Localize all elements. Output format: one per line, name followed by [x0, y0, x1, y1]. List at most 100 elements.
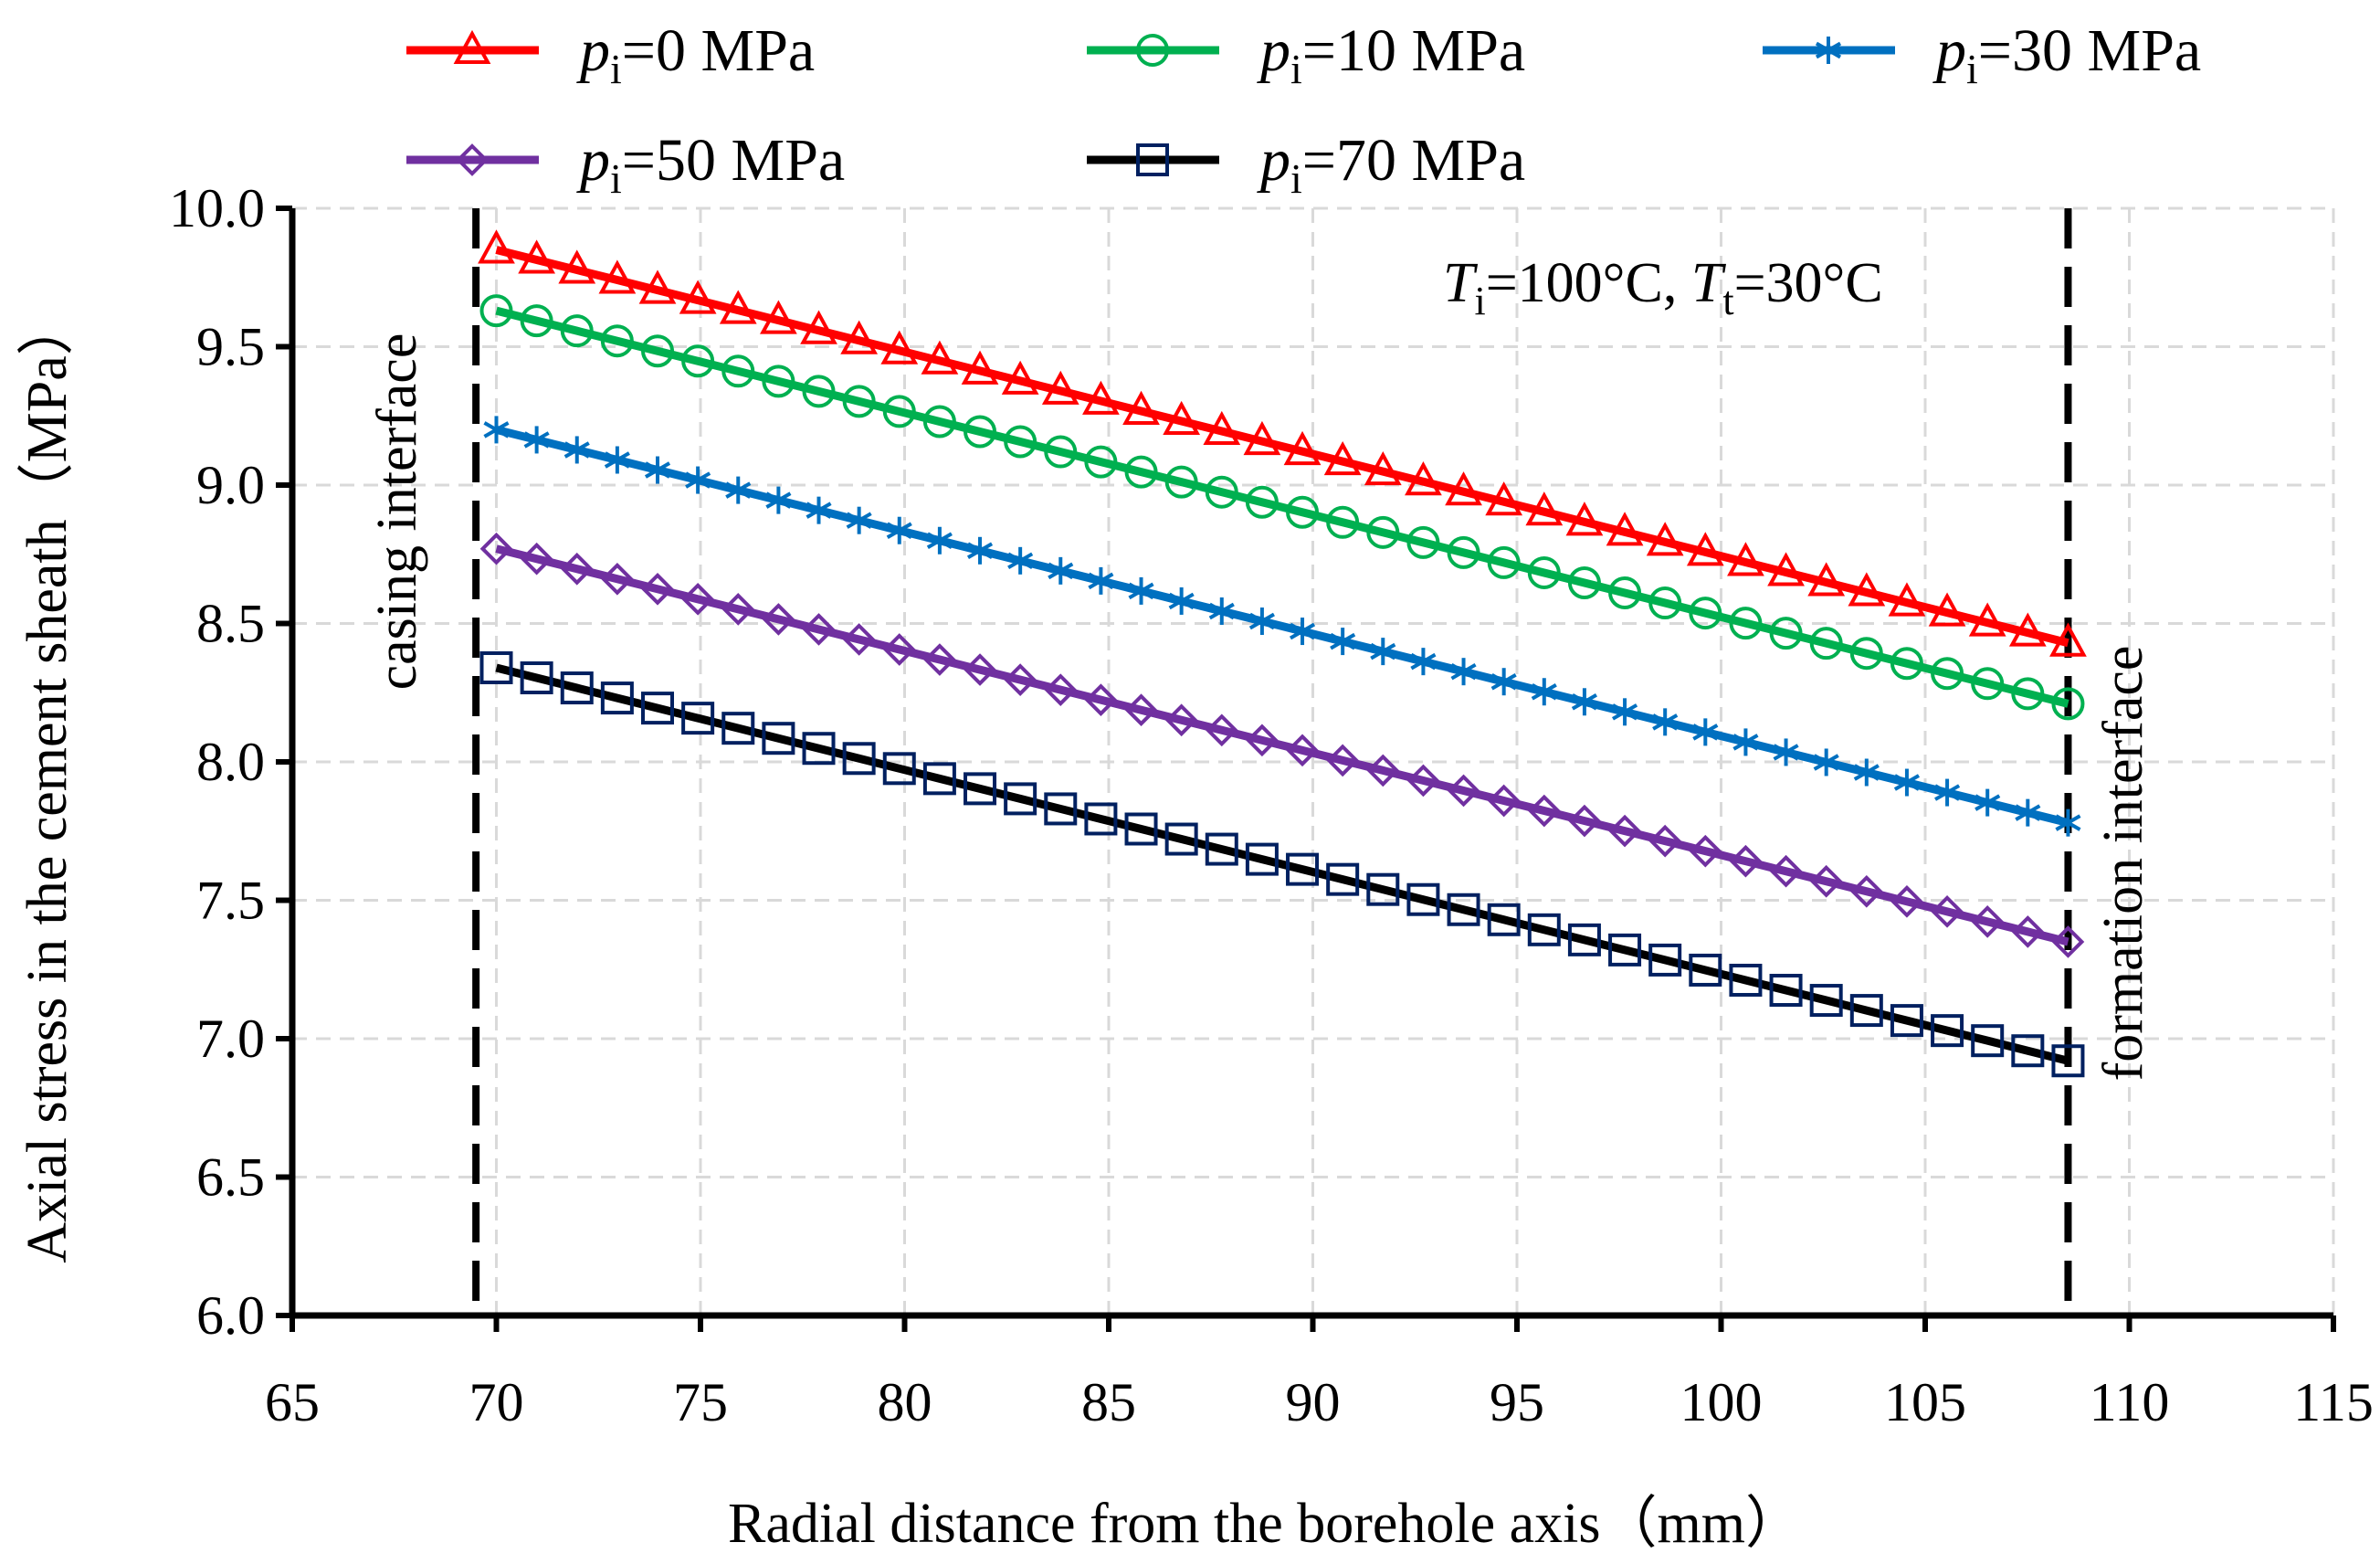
- data-series: [478, 229, 2087, 1078]
- marker-diamond: [1971, 905, 2005, 938]
- marker-square: [1527, 913, 1561, 946]
- marker-asterisk: [1168, 586, 1195, 615]
- marker-asterisk: [886, 516, 912, 544]
- marker-diamond: [1004, 663, 1037, 696]
- marker-circle: [2011, 677, 2045, 711]
- marker-square: [1809, 984, 1843, 1018]
- marker-asterisk: [1088, 566, 1114, 595]
- x-tick-label: 95: [1490, 1372, 1544, 1432]
- marker-diamond: [1164, 703, 1198, 737]
- marker-square: [641, 692, 675, 725]
- marker-asterisk: [1248, 607, 1275, 636]
- marker-asterisk: [765, 486, 792, 514]
- marker-triangle: [1807, 562, 1846, 597]
- x-tick-label: 90: [1286, 1372, 1341, 1432]
- marker-triangle: [1727, 542, 1764, 576]
- y-tick-label: 7.0: [196, 1009, 265, 1069]
- casing-interface-label: casing interface: [366, 333, 428, 691]
- marker-asterisk: [1571, 688, 1597, 716]
- marker-circle: [641, 334, 675, 368]
- marker-circle: [520, 304, 553, 338]
- marker-square: [1689, 953, 1722, 987]
- marker-asterisk: [1330, 628, 1356, 656]
- marker-square: [1004, 782, 1037, 816]
- marker-circle: [1608, 576, 1642, 610]
- marker-asterisk: [725, 476, 752, 504]
- marker-circle: [1286, 495, 1320, 529]
- marker-square: [1406, 882, 1440, 916]
- marker-triangle: [478, 229, 515, 264]
- marker-triangle: [1283, 430, 1322, 466]
- temperature-annotation: Ti=100°C, Tt=30°C: [1443, 252, 1883, 323]
- marker-circle: [964, 415, 997, 449]
- marker-square: [1487, 903, 1521, 936]
- marker-triangle: [679, 280, 717, 314]
- legend-item: pi=50 MPa: [406, 127, 845, 202]
- marker-circle: [1164, 465, 1198, 499]
- marker-circle: [1931, 657, 1964, 691]
- marker-circle: [762, 364, 795, 398]
- marker-square: [1890, 1004, 1923, 1038]
- marker-circle: [479, 294, 513, 328]
- marker-circle: [721, 354, 755, 388]
- marker-triangle: [1565, 502, 1604, 536]
- marker-asterisk: [1815, 37, 1842, 64]
- marker-square: [560, 671, 594, 705]
- marker-diamond: [842, 623, 876, 656]
- marker-square: [600, 681, 634, 715]
- marker-triangle: [1928, 592, 1966, 627]
- marker-triangle: [1485, 481, 1523, 516]
- legend-label: pi=0 MPa: [576, 17, 815, 92]
- marker-circle: [1487, 545, 1521, 579]
- marker-circle: [922, 405, 956, 438]
- marker-triangle: [1163, 400, 1201, 435]
- marker-asterisk: [1853, 758, 1880, 787]
- y-tick-label: 10.0: [169, 178, 265, 238]
- marker-triangle: [2008, 612, 2047, 647]
- marker-diamond: [641, 572, 674, 606]
- y-axis-title: Axial stress in the cement sheath（MPa）: [16, 299, 79, 1263]
- x-tick-label: 105: [1884, 1372, 1966, 1432]
- marker-circle: [1971, 667, 2005, 701]
- marker-triangle: [800, 310, 837, 344]
- x-tick-label: 100: [1680, 1372, 1763, 1432]
- marker-asterisk: [483, 416, 510, 444]
- marker-diamond: [1366, 754, 1400, 787]
- marker-triangle: [1848, 572, 1886, 607]
- marker-circle: [1205, 475, 1238, 509]
- series-line: [495, 663, 2069, 1065]
- x-tick-label: 110: [2090, 1372, 2170, 1432]
- marker-circle: [2051, 687, 2085, 721]
- marker-diamond: [1809, 864, 1843, 898]
- marker-asterisk: [523, 426, 550, 454]
- marker-diamond: [1729, 844, 1763, 878]
- marker-triangle: [1364, 451, 1402, 486]
- marker-square: [1084, 802, 1118, 836]
- series-square: [479, 650, 2085, 1078]
- marker-triangle: [1686, 532, 1724, 566]
- marker-diamond: [1890, 884, 1923, 918]
- series-triangle: [478, 229, 2087, 657]
- marker-diamond: [479, 532, 513, 565]
- marker-circle: [1809, 627, 1843, 660]
- marker-square: [1326, 862, 1360, 896]
- x-tick-label: 70: [469, 1372, 524, 1432]
- marker-asterisk: [966, 536, 994, 565]
- marker-diamond: [1246, 724, 1279, 757]
- marker-diamond: [762, 603, 795, 636]
- marker-asterisk: [1450, 658, 1477, 686]
- marker-triangle: [1767, 552, 1805, 586]
- marker-circle: [1406, 525, 1440, 559]
- marker-triangle: [760, 300, 797, 334]
- marker-asterisk: [1773, 738, 1799, 766]
- marker-square: [1205, 832, 1238, 866]
- series-line: [495, 544, 2069, 946]
- marker-diamond: [1447, 774, 1480, 808]
- marker-asterisk: [1652, 708, 1679, 736]
- marker-diamond: [1608, 814, 1641, 848]
- marker-diamond: [456, 143, 489, 176]
- marker-circle: [1729, 607, 1763, 640]
- marker-circle: [560, 314, 594, 348]
- marker-square: [1366, 872, 1400, 906]
- marker-asterisk: [1370, 638, 1396, 666]
